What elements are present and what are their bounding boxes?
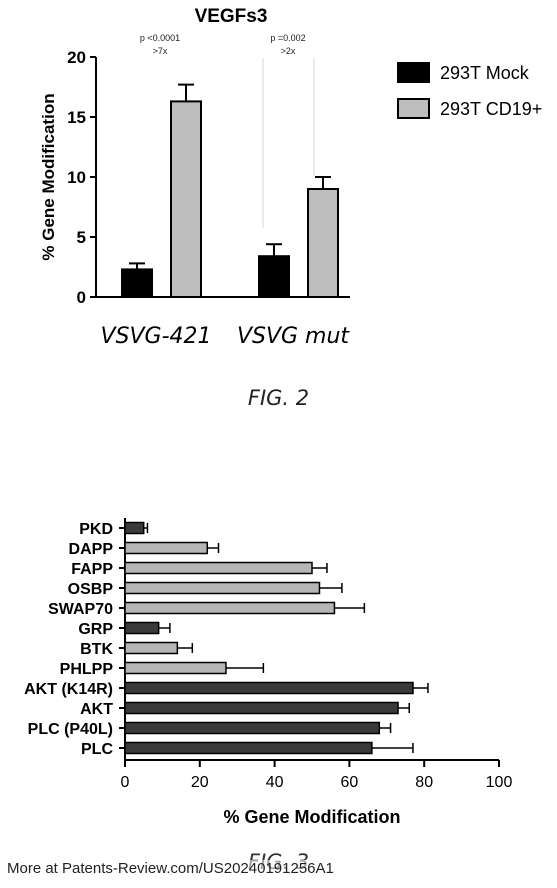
chart2-y-tick-label: FAPP: [71, 561, 113, 578]
chart1-y-tick-label: 5: [77, 228, 86, 247]
chart2-y-tick-label: PLC (P40L): [28, 721, 113, 738]
chart2-y-tick-label: PHLPP: [60, 661, 114, 678]
chart2-x-tick-label: 0: [121, 774, 130, 791]
chart1-bar: [259, 256, 289, 297]
chart2-y-tick-label: PKD: [79, 521, 113, 538]
chart1-bar: [122, 269, 152, 297]
fig2-caption: FIG. 2: [0, 386, 557, 410]
chart1-y-axis-label: % Gene Modification: [39, 93, 58, 260]
chart1-y-tick-label: 20: [67, 48, 86, 67]
chart2-y-tick-label: PLC: [81, 741, 113, 758]
chart2-bar: [125, 603, 334, 614]
chart2-x-tick-label: 100: [486, 774, 513, 791]
chart2-y-tick-label: GRP: [78, 621, 113, 638]
chart1-y-tick-label: 10: [67, 168, 86, 187]
chart2-bar: [125, 663, 226, 674]
chart1-annotation-pvalue: p <0.0001: [140, 33, 180, 43]
chart2-x-tick-label: 20: [191, 774, 209, 791]
chart1-bar: [171, 101, 201, 297]
chart2-x-tick-label: 60: [341, 774, 359, 791]
chart1-annotation-fold: >2x: [281, 46, 296, 56]
chart2-y-tick-label: AKT: [80, 701, 113, 718]
chart2-y-tick-label: AKT (K14R): [24, 681, 113, 698]
chart1-legend-swatch: [398, 99, 429, 118]
chart2-bar: [125, 643, 177, 654]
chart1-bar: [308, 189, 338, 297]
chart1-y-tick-label: 0: [77, 288, 86, 307]
chart1-legend-label: 293T Mock: [440, 63, 530, 83]
chart1-title: VEGFs3: [195, 6, 268, 27]
chart2-x-tick-label: 80: [415, 774, 433, 791]
chart2-bar: [125, 583, 319, 594]
chart1-annotation-fold: >7x: [153, 46, 168, 56]
footer-source-text: More at Patents-Review.com/US20240191256…: [7, 860, 334, 877]
chart2-y-tick-label: DAPP: [69, 541, 114, 558]
chart2-bar: [125, 723, 379, 734]
chart1-x-tick-label: VSVG-421: [100, 324, 211, 349]
chart1-legend-label: 293T CD19+: [440, 99, 542, 119]
chart1-annotation-pvalue: p =0.002: [270, 33, 305, 43]
chart2-y-tick-label: SWAP70: [48, 601, 113, 618]
chart2-y-tick-label: OSBP: [68, 581, 114, 598]
chart2-bar: [125, 743, 372, 754]
chart2-bar: [125, 563, 312, 574]
chart2-bar: [125, 543, 207, 554]
chart2-bar: [125, 523, 144, 534]
chart2-x-tick-label: 40: [266, 774, 284, 791]
chart2-bar: [125, 623, 159, 634]
chart2-x-axis-label: % Gene Modification: [223, 807, 400, 827]
chart2-bar: [125, 703, 398, 714]
chart1-x-tick-label: VSVG mut: [237, 324, 350, 349]
chart1-legend-swatch: [398, 63, 429, 82]
chart1-y-tick-label: 15: [67, 108, 86, 127]
chart2-y-tick-label: BTK: [80, 641, 113, 658]
chart2-bar: [125, 683, 413, 694]
